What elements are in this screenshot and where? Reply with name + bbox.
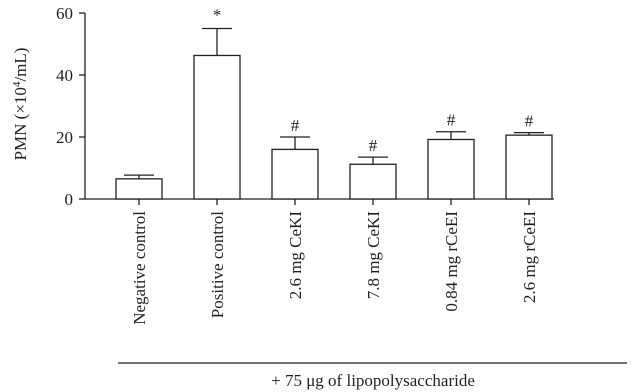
y-axis-label-pre: PMN (×10: [11, 87, 30, 160]
category-label: 2.6 mg rCeEI: [520, 211, 539, 303]
bar: [115, 178, 163, 200]
y-axis-label: PMN (×104/mL): [11, 48, 30, 161]
bar: [193, 54, 241, 200]
y-tick-label: 0: [65, 190, 74, 209]
significance-mark: #: [291, 116, 300, 135]
annotations: * # # # #: [213, 6, 534, 156]
category-label: 7.8 mg CeKI: [364, 211, 383, 300]
y-axis-label-sup: 4: [11, 81, 23, 87]
bar: [505, 134, 553, 200]
y-tick-label: 20: [56, 128, 73, 147]
significance-mark: #: [525, 112, 534, 131]
error-bars: [124, 27, 544, 179]
category-label: 2.6 mg CeKI: [286, 211, 305, 300]
y-tick-label: 60: [56, 4, 73, 23]
category-labels: Negative control Positive control 2.6 mg C…: [130, 211, 539, 325]
footer-label: + 75 μg of lipopolysaccharide: [271, 371, 475, 390]
category-label: 0.84 mg rCeEI: [442, 211, 461, 312]
category-label: Negative control: [130, 211, 149, 325]
y-axis-label-post: /mL): [11, 48, 30, 82]
y-axis: 0 20 40 60: [56, 4, 554, 209]
category-label: Positive control: [208, 211, 227, 318]
y-tick-label: 40: [56, 66, 73, 85]
bar: [427, 138, 475, 200]
bar: [271, 148, 319, 200]
bar: [349, 163, 397, 200]
significance-mark: #: [369, 136, 378, 155]
bars: [115, 54, 553, 200]
significance-mark: #: [447, 111, 456, 130]
significance-mark: *: [213, 6, 222, 25]
